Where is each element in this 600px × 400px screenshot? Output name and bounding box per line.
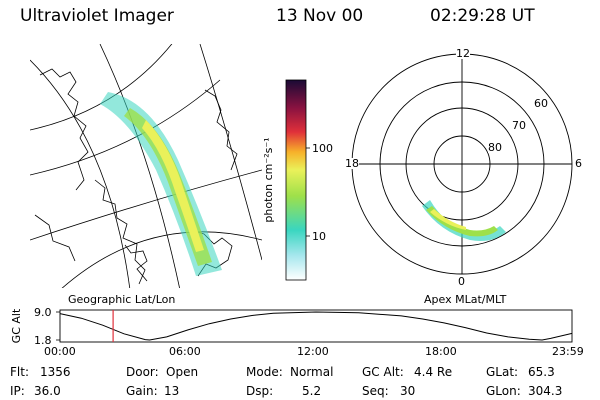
observation-time: 02:29:28 UT (430, 6, 535, 26)
mlt-label-0: 0 (458, 275, 465, 288)
coastline (124, 244, 148, 282)
mlat-label-80: 80 (488, 141, 502, 154)
altitude-series-line (59, 311, 573, 341)
coastline (94, 179, 146, 285)
colorbar-unit-label: photon cm⁻²s⁻¹ (262, 137, 275, 222)
xtick-label-2: 12:00 (297, 345, 329, 358)
mode-value: Normal (290, 365, 334, 379)
ip-label: IP: (10, 384, 25, 398)
door-label: Door: (126, 365, 159, 379)
mlat-label-70: 70 (512, 119, 526, 132)
dsp-label: Dsp: (246, 384, 274, 398)
flt-label: Flt: (10, 365, 29, 379)
gc-alt-value: 4.4 Re (414, 365, 453, 379)
xtick-label-4: 23:59 (552, 345, 584, 358)
geo-panel-label: Geographic Lat/Lon (68, 293, 176, 306)
coastline (204, 89, 238, 171)
flt-value: 1356 (40, 365, 71, 379)
altitude-ylabel: GC Alt (10, 308, 23, 343)
geo-grid-line (61, 231, 262, 288)
aurora-emission-polar (422, 200, 506, 241)
geo-grid-line (30, 59, 131, 288)
xtick-label-0: 00:00 (44, 345, 76, 358)
xtick-label-1: 06:00 (169, 345, 201, 358)
colorbar-tick-100: 100 (312, 142, 333, 155)
altitude-plot-frame (59, 309, 573, 343)
mlat-label-60: 60 (534, 97, 548, 110)
mlt-label-12: 12 (456, 47, 470, 60)
observation-date: 13 Nov 00 (276, 6, 364, 26)
polar-panel-label: Apex MLat/MLT (424, 293, 507, 306)
mode-label: Mode: (246, 365, 283, 379)
ytick-label-bottom: 1.8 (34, 334, 52, 347)
mlt-label-18: 18 (345, 157, 359, 170)
seq-label: Seq: (362, 384, 389, 398)
door-value: Open (166, 365, 199, 379)
colorbar-tick-10: 10 (312, 230, 326, 243)
mlt-label-6: 6 (575, 157, 582, 170)
instrument-title: Ultraviolet Imager (20, 6, 174, 26)
gain-value: 13 (164, 384, 180, 398)
geo-grid-line (30, 79, 221, 176)
aurora-emission-geo (100, 92, 222, 276)
ytick-label-top: 9.0 (34, 306, 52, 319)
coastline (39, 68, 89, 191)
glat-label: GLat: (486, 365, 519, 379)
coastline (34, 214, 76, 262)
xtick-label-3: 18:00 (425, 345, 457, 358)
ip-value: 36.0 (34, 384, 61, 398)
geo-grid-line (30, 169, 262, 241)
glat-value: 65.3 (528, 365, 555, 379)
glon-label: GLon: (486, 384, 521, 398)
seq-value: 30 (400, 384, 416, 398)
gain-label: Gain: (126, 384, 158, 398)
glon-value: 304.3 (528, 384, 563, 398)
gc-alt-label: GC Alt: (362, 365, 404, 379)
dsp-value: 5.2 (302, 384, 322, 398)
geo-grid-line (99, 44, 180, 288)
geo-grid-line (199, 44, 262, 261)
